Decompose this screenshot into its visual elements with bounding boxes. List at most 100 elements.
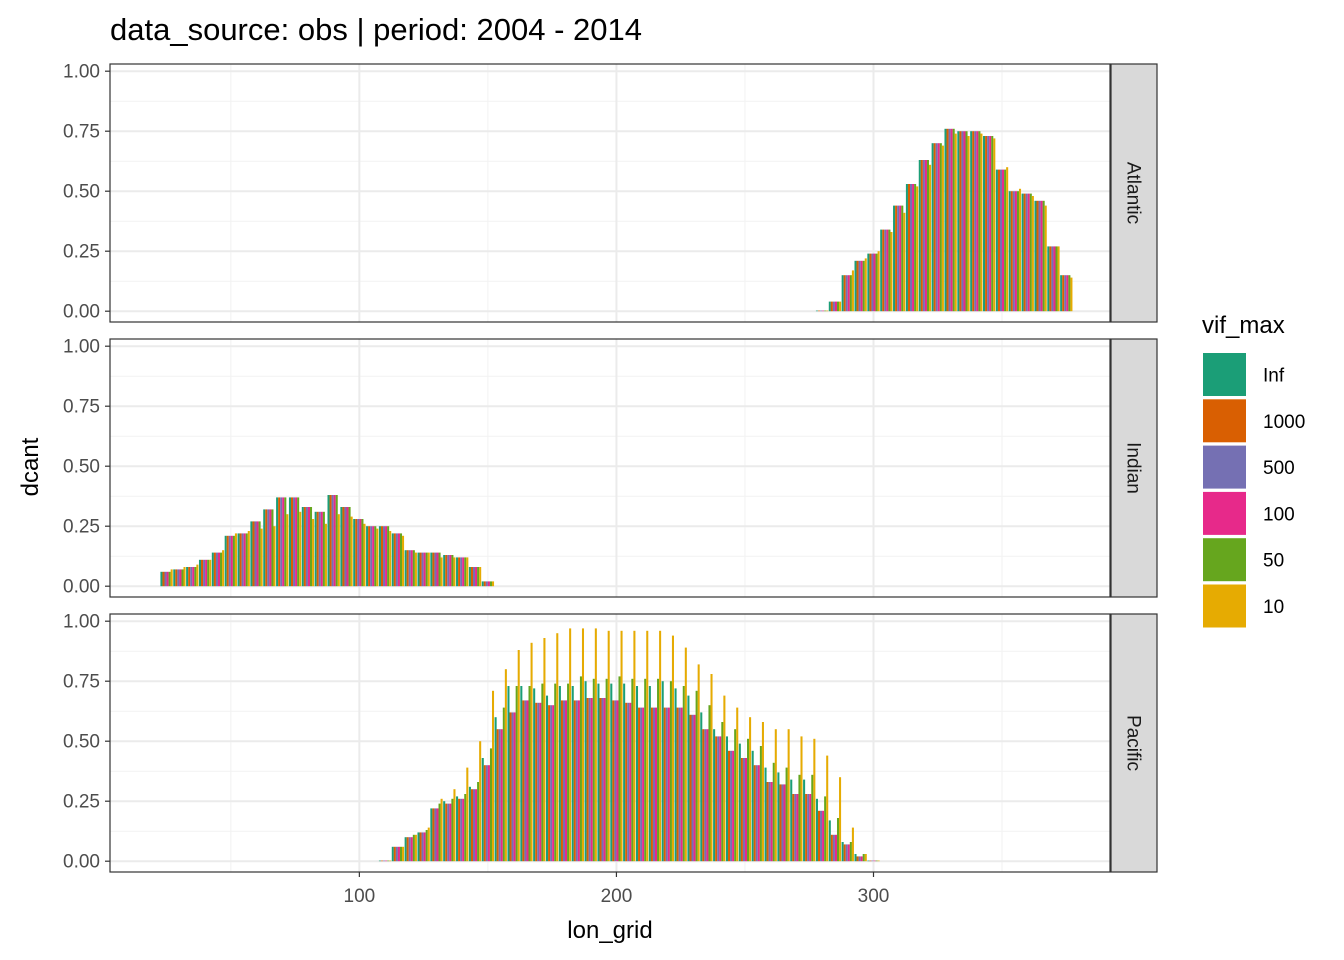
bar (162, 571, 165, 587)
bar (269, 509, 272, 587)
bar (293, 497, 296, 587)
bar (867, 253, 870, 312)
bar (395, 533, 398, 587)
bar (860, 856, 863, 862)
bar (916, 186, 919, 312)
bar (978, 131, 981, 312)
bar (500, 729, 503, 862)
bar (1060, 275, 1063, 312)
bar (785, 767, 788, 862)
bar (581, 628, 585, 862)
bar (764, 767, 767, 862)
bar (267, 509, 270, 587)
bar (1018, 188, 1022, 312)
bar (755, 765, 758, 862)
bar (481, 581, 484, 587)
bar (663, 707, 666, 862)
bar (834, 834, 837, 862)
panel-border (109, 338, 1111, 598)
bar (899, 205, 902, 312)
bar (230, 535, 233, 587)
facet-panel-pacific: 0.00 0.25 0.50 0.75 1.00 Pacific (63, 612, 1158, 873)
bar (1008, 191, 1011, 312)
bar (1029, 193, 1032, 312)
bar (434, 808, 437, 862)
bar (181, 569, 184, 587)
y-tick-label: 0.75 (63, 672, 100, 693)
bar (740, 758, 743, 862)
bar (1036, 200, 1039, 312)
bar (393, 846, 396, 862)
bar (592, 678, 595, 862)
bar (1049, 246, 1052, 312)
bar (387, 860, 390, 862)
bar (697, 664, 700, 862)
bar (1027, 193, 1030, 312)
bar (528, 686, 531, 862)
bar (250, 521, 253, 587)
bar (389, 531, 392, 587)
bar (494, 717, 497, 862)
bar (475, 789, 478, 862)
bar (445, 555, 448, 587)
bar (421, 552, 424, 587)
y-tick-label: 0.00 (63, 302, 100, 323)
bar (297, 497, 300, 587)
bar (389, 860, 392, 862)
x-tick-label: 300 (858, 886, 890, 907)
bar (470, 567, 473, 587)
bar (243, 533, 246, 587)
bar (412, 834, 415, 862)
bar (963, 131, 966, 312)
bar (926, 160, 930, 312)
bar (188, 567, 191, 587)
bar (706, 729, 709, 862)
bar (177, 569, 180, 587)
bar (871, 860, 874, 862)
bar (817, 810, 821, 862)
bar (875, 253, 878, 312)
bar (220, 552, 223, 587)
bar (880, 229, 883, 312)
bar (910, 184, 913, 312)
bar (170, 569, 173, 587)
bar (584, 681, 587, 862)
bar (983, 136, 986, 312)
bar (822, 810, 825, 862)
bar (324, 523, 327, 587)
bar (787, 729, 790, 862)
bar (826, 310, 829, 312)
bar (627, 702, 630, 862)
bar (961, 131, 964, 312)
bar (631, 678, 634, 862)
bar (734, 729, 737, 862)
bar (385, 860, 388, 862)
bar (965, 131, 968, 312)
bar (612, 700, 615, 862)
bar (1053, 246, 1056, 312)
bar (215, 552, 218, 587)
bar (404, 550, 407, 587)
bar (256, 521, 259, 587)
bar (895, 205, 898, 312)
bar (770, 782, 773, 862)
bar (498, 729, 501, 862)
bar (674, 688, 677, 862)
bar (458, 798, 461, 862)
bar (303, 507, 306, 587)
bar (573, 700, 576, 862)
bar (635, 686, 639, 862)
bar (460, 557, 463, 587)
bar (803, 779, 806, 862)
bar (443, 555, 446, 587)
bar (877, 860, 880, 862)
bar (414, 834, 417, 862)
bar (412, 550, 415, 587)
bar (997, 169, 1000, 312)
bar (192, 567, 195, 587)
bar (571, 686, 574, 862)
bar (886, 229, 889, 312)
bar (708, 705, 711, 862)
bar (671, 635, 674, 862)
legend-key-inf (1203, 353, 1246, 396)
